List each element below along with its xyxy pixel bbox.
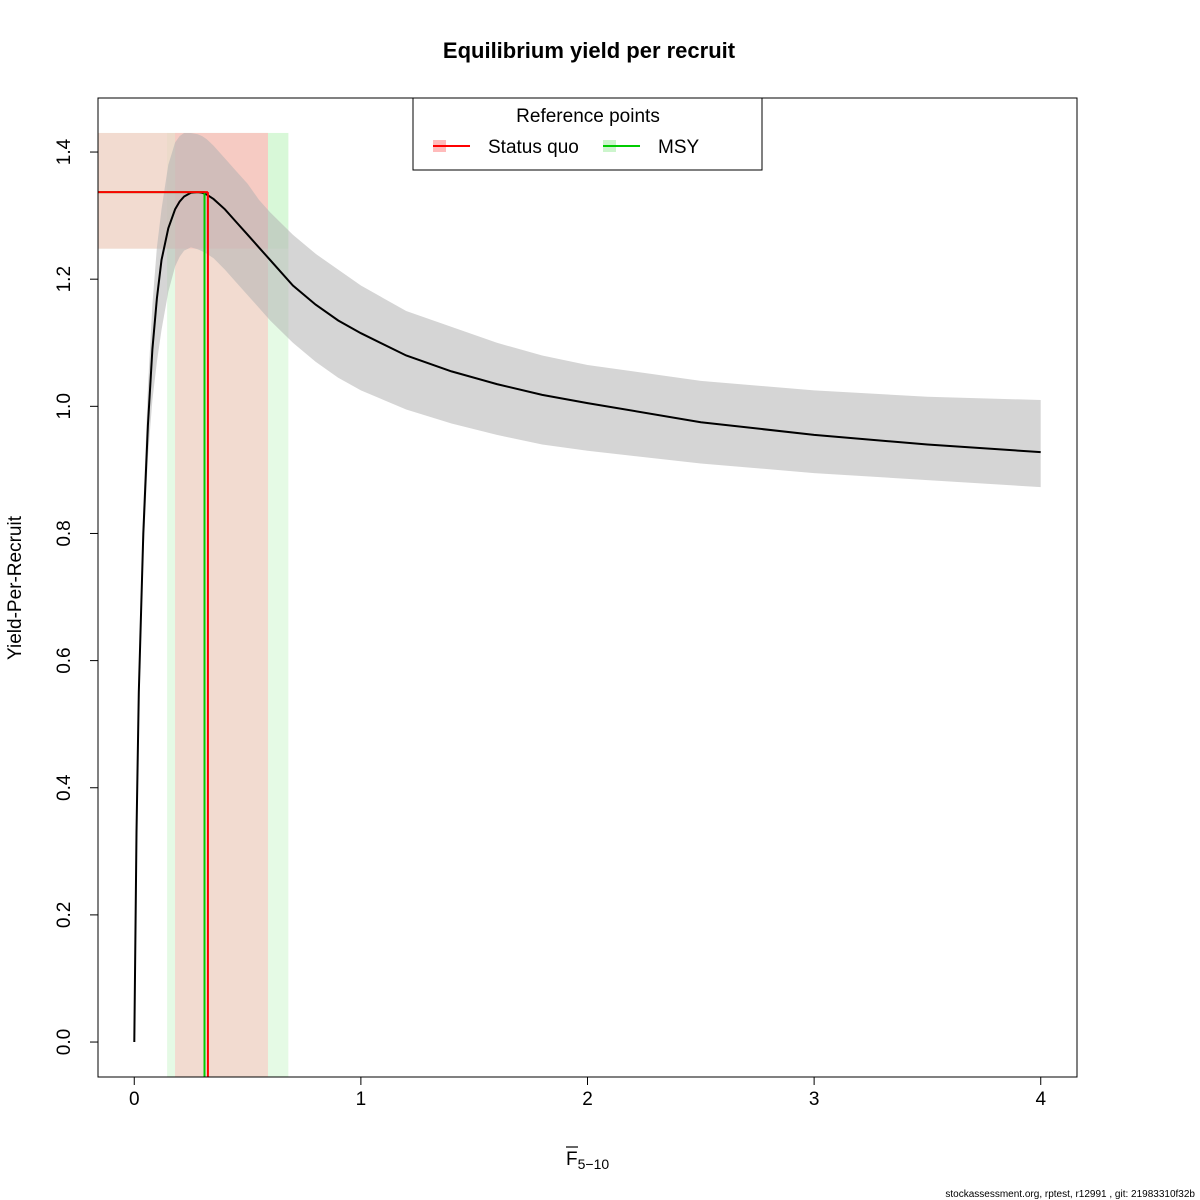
y-axis-label: Yield-Per-Recruit (5, 515, 26, 660)
y-tick-label: 0.4 (54, 774, 75, 801)
legend: Reference points Status quo MSY (412, 97, 763, 171)
x-axis-label-subscript: 5−10 (578, 1156, 610, 1172)
x-axis-label-main: F (566, 1149, 578, 1170)
legend-item-status-quo: Status quo (433, 137, 579, 158)
confidence-band (134, 133, 1041, 1042)
x-tick-label: 2 (582, 1089, 593, 1110)
x-tick-label: 1 (356, 1089, 367, 1110)
x-tick-label: 0 (129, 1089, 140, 1110)
confidence-band-layer (134, 133, 1041, 1042)
y-tick-label: 1.0 (54, 393, 75, 419)
y-tick-label: 0.6 (54, 647, 75, 673)
footer-text: stockassessment.org, rptest, r12991 , gi… (945, 1189, 1195, 1200)
legend-item-msy: MSY (603, 137, 700, 158)
reference-lines (98, 191, 209, 1077)
x-axis-label: F5−10 (566, 1146, 609, 1172)
chart-title: Equilibrium yield per recruit (443, 38, 736, 63)
legend-title: Reference points (516, 106, 660, 127)
y-tick-label: 0.0 (54, 1029, 75, 1055)
y-tick-label: 1.2 (54, 266, 75, 292)
y-tick-label: 0.8 (54, 520, 75, 546)
legend-label-status-quo: Status quo (488, 137, 579, 158)
x-tick-label: 3 (809, 1089, 820, 1110)
x-tick-label: 4 (1035, 1089, 1046, 1110)
legend-label-msy: MSY (658, 137, 700, 158)
series-line-layer (133, 191, 1041, 1043)
svg-text:F5−10: F5−10 (566, 1149, 609, 1172)
ypr-curve (133, 191, 1041, 1043)
y-tick-label: 1.4 (54, 138, 75, 165)
legend-items: Status quo MSY (433, 137, 700, 158)
y-tick-label: 0.2 (54, 902, 75, 928)
y-axis: 0.0 0.2 0.4 0.6 0.8 1.0 1.2 1.4 (54, 138, 98, 1055)
legend-box (412, 97, 763, 171)
x-axis: 0 1 2 3 4 (129, 1077, 1046, 1110)
